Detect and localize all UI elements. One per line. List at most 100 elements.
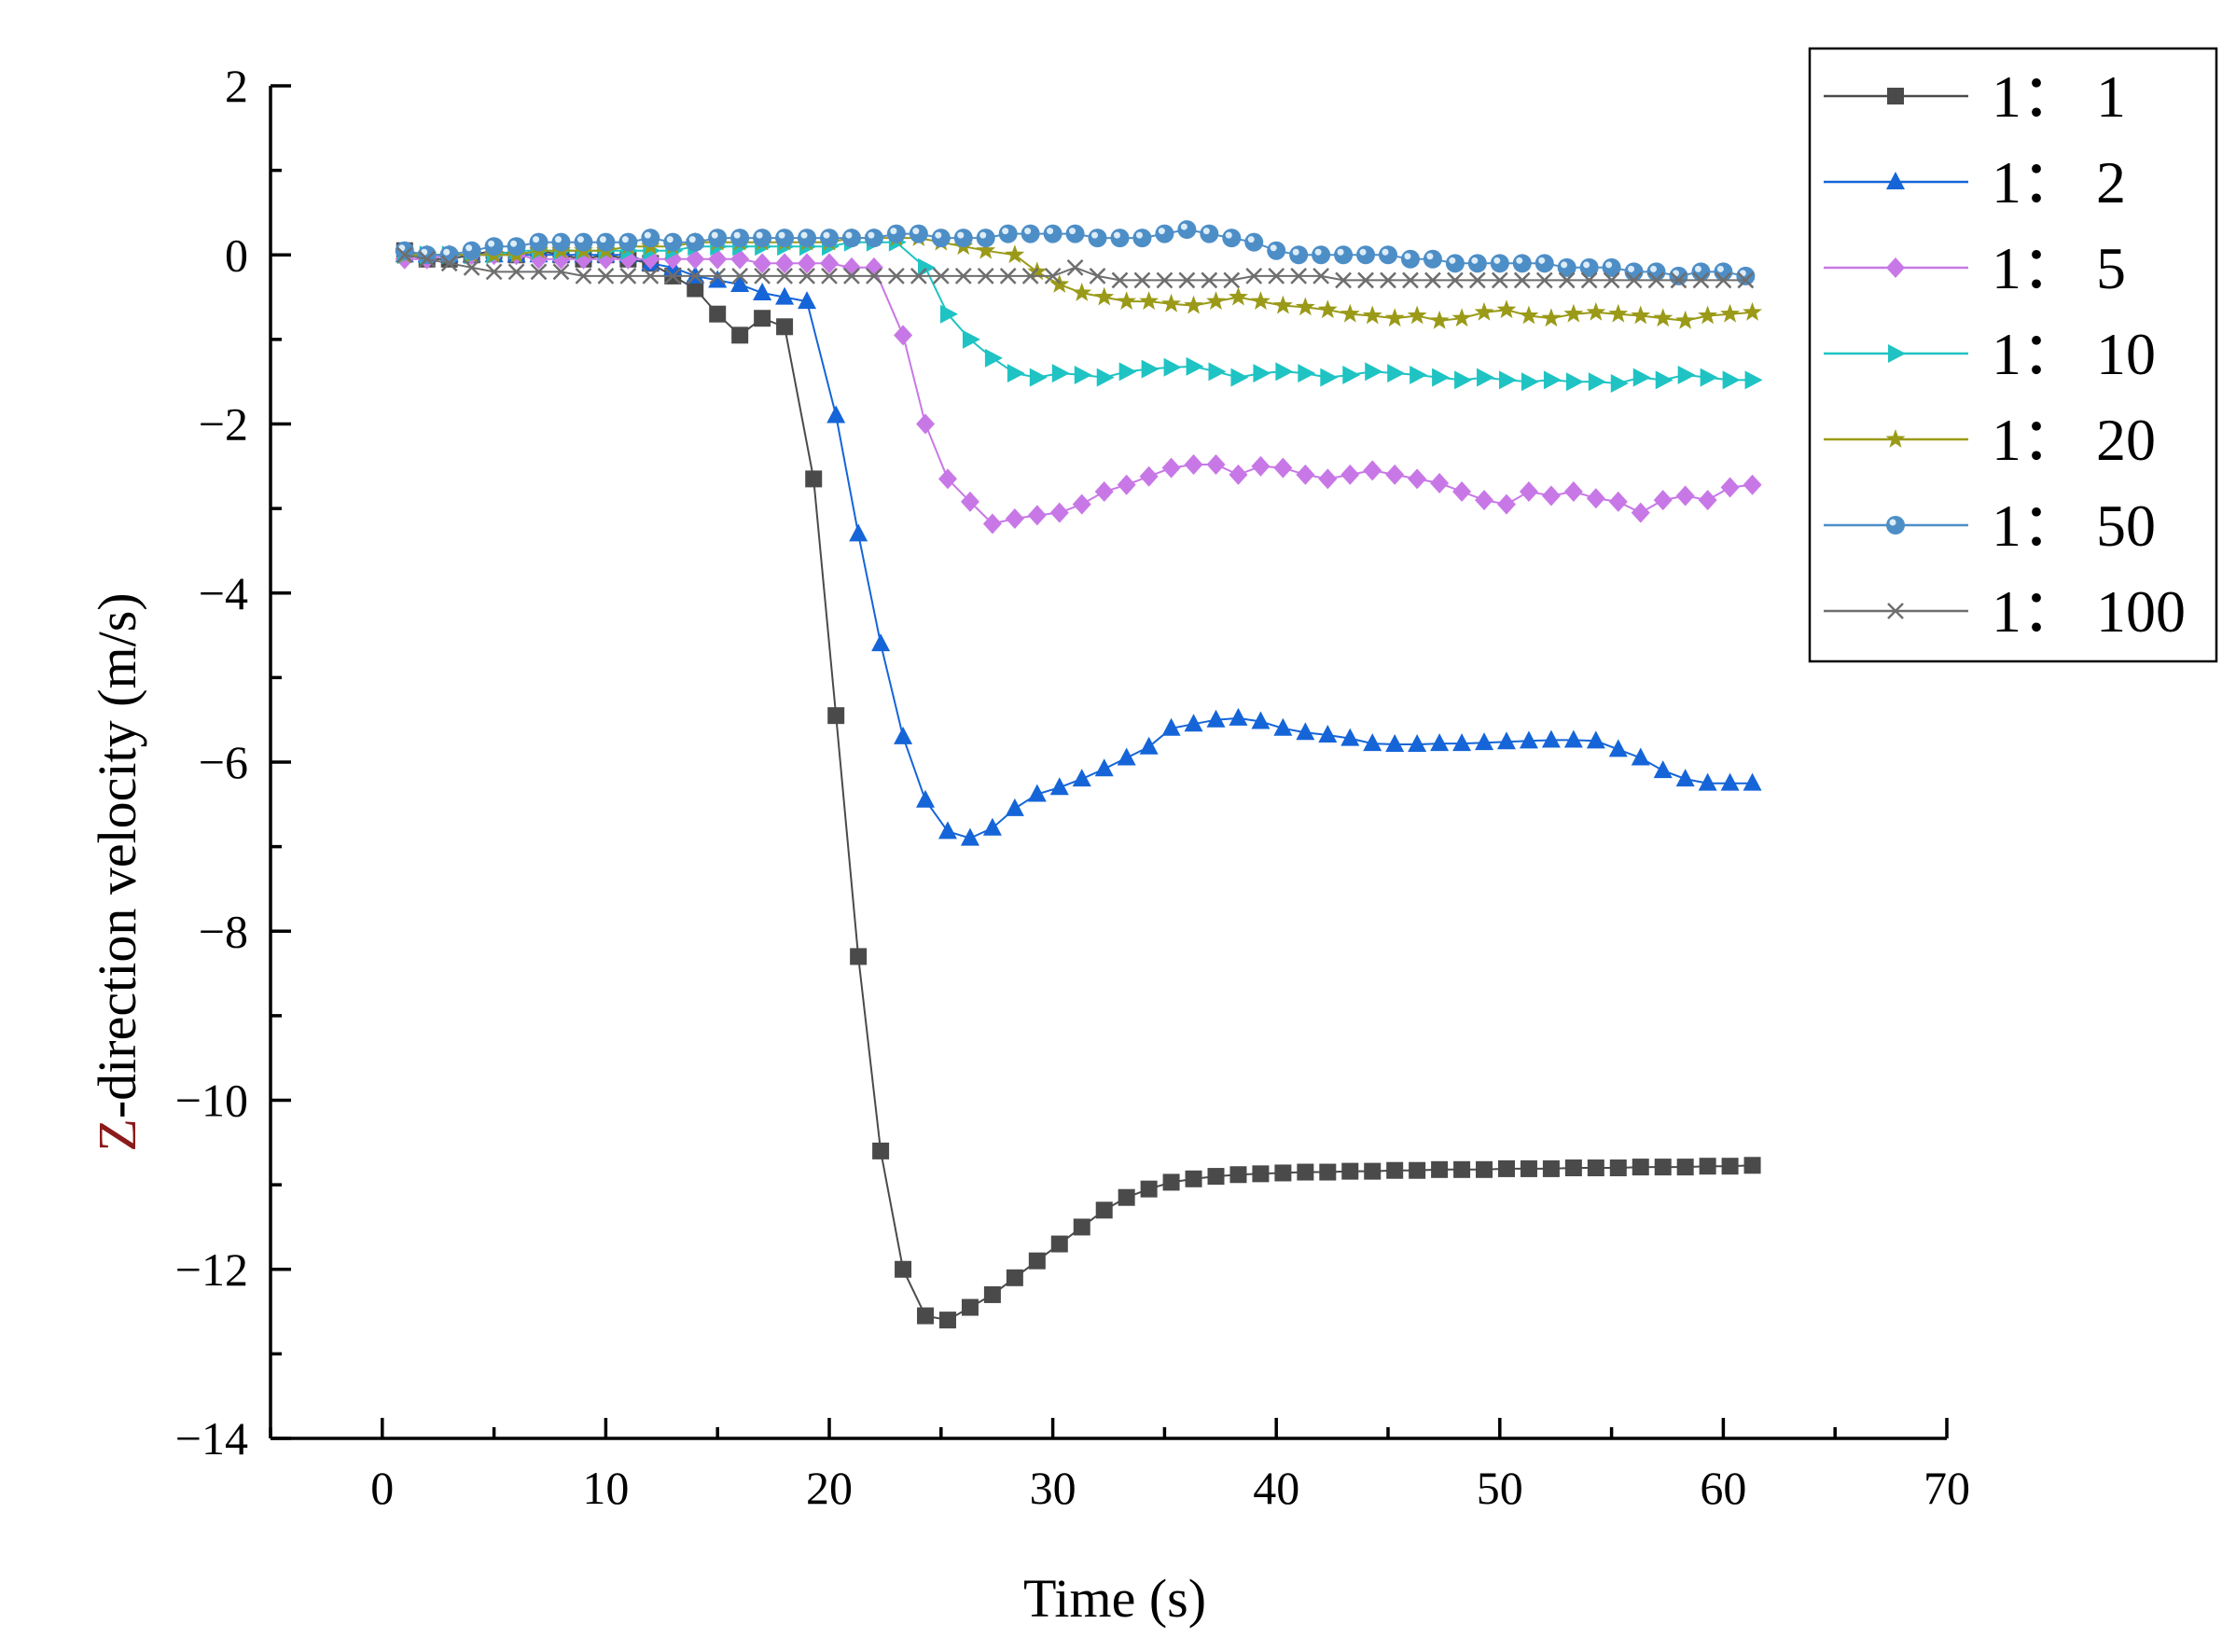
data-point-stroke-b xyxy=(1558,271,1576,289)
data-point-body xyxy=(1400,249,1420,269)
data-point xyxy=(1385,464,1405,485)
data-point xyxy=(1208,362,1227,382)
data-point-body xyxy=(462,241,481,260)
data-point xyxy=(1356,245,1376,265)
data-point xyxy=(1557,257,1576,277)
data-point xyxy=(1161,717,1181,736)
data-point xyxy=(894,325,913,346)
data-point xyxy=(931,229,951,248)
data-point-highlight xyxy=(1650,265,1658,272)
data-point xyxy=(820,229,839,248)
data-point xyxy=(1519,481,1538,502)
data-point-body xyxy=(1646,262,1666,282)
data-point xyxy=(1496,493,1516,515)
data-point-highlight xyxy=(1002,228,1009,235)
data-point-highlight xyxy=(1270,244,1277,252)
data-point xyxy=(709,305,727,323)
data-point-highlight xyxy=(1404,253,1411,260)
legend-entry: 1： 100 xyxy=(1824,578,2186,645)
data-point-highlight xyxy=(488,240,495,247)
data-point-stroke-b xyxy=(485,263,503,281)
data-point xyxy=(663,232,683,252)
data-point xyxy=(1096,368,1115,387)
data-point-stroke-b xyxy=(1468,271,1486,289)
legend-marker-highlight xyxy=(1889,519,1896,526)
y-tick-label: −8 xyxy=(199,905,248,957)
data-point xyxy=(1364,1162,1382,1180)
data-point-highlight xyxy=(800,231,808,239)
data-point xyxy=(887,268,905,285)
data-point xyxy=(1521,372,1539,392)
data-point-stroke-b xyxy=(463,258,480,276)
data-point xyxy=(1653,490,1673,511)
data-point-highlight xyxy=(1583,261,1590,269)
data-point-body xyxy=(1356,245,1376,265)
data-point xyxy=(1110,229,1130,248)
data-point-body xyxy=(1669,266,1688,285)
data-point xyxy=(1317,299,1338,319)
data-point xyxy=(1340,303,1360,323)
data-point xyxy=(1736,266,1756,285)
data-point-body xyxy=(931,229,951,248)
data-point xyxy=(1625,271,1643,289)
data-point-body xyxy=(708,229,728,248)
data-point xyxy=(1229,464,1248,485)
data-point xyxy=(1155,224,1174,243)
data-point xyxy=(798,229,817,248)
data-point-stroke-b xyxy=(1513,271,1531,289)
data-point-body xyxy=(953,229,973,248)
data-point xyxy=(1156,271,1174,289)
legend-marker xyxy=(1886,257,1905,278)
data-point xyxy=(1632,368,1651,387)
data-point xyxy=(1498,370,1517,390)
data-point-stroke-b xyxy=(843,268,860,285)
data-point xyxy=(484,237,504,257)
data-point xyxy=(1251,455,1271,477)
data-point xyxy=(507,263,525,281)
data-point xyxy=(1743,301,1762,321)
legend-marker xyxy=(1885,429,1906,448)
data-point-highlight xyxy=(533,236,540,243)
legend: 1： 1 1： 2 1： 5 1： 10 1： 20 1： 50 1： 100 xyxy=(1808,47,2218,663)
data-point xyxy=(1698,772,1717,791)
data-point xyxy=(1028,1252,1046,1270)
series-2 xyxy=(395,244,1762,846)
data-point-highlight xyxy=(1225,231,1232,239)
data-point-stroke-b xyxy=(821,268,838,285)
data-point xyxy=(1206,709,1226,728)
data-point xyxy=(1452,481,1472,502)
data-point xyxy=(1586,488,1605,509)
data-point-stroke-b xyxy=(1715,271,1732,289)
data-point xyxy=(1021,224,1040,243)
data-point-stroke-b xyxy=(1021,268,1039,285)
data-point xyxy=(1133,271,1151,289)
legend-entry: 1： 1 xyxy=(1824,63,2126,130)
x-tick-label: 50 xyxy=(1477,1462,1523,1514)
data-point-highlight xyxy=(868,231,875,239)
data-point xyxy=(1691,262,1711,282)
data-point-stroke-b xyxy=(1580,271,1598,289)
data-point xyxy=(1744,370,1763,390)
data-point xyxy=(1715,271,1732,289)
data-point xyxy=(1475,732,1494,751)
data-point-stroke-b xyxy=(1625,271,1643,289)
data-point-body xyxy=(753,229,772,248)
data-point xyxy=(1272,295,1293,314)
data-point-highlight xyxy=(1113,231,1120,239)
data-point-body xyxy=(663,232,683,252)
data-point xyxy=(417,245,437,265)
data-point xyxy=(1186,356,1204,376)
data-point xyxy=(1579,257,1599,277)
data-point xyxy=(1207,1168,1225,1186)
data-point xyxy=(1141,359,1160,379)
legend-entry: 1： 50 xyxy=(1824,493,2156,559)
data-point-highlight xyxy=(1202,228,1210,235)
data-point xyxy=(1206,291,1226,310)
data-point-highlight xyxy=(912,228,920,235)
data-point xyxy=(1608,303,1629,323)
data-point xyxy=(894,726,913,744)
data-point-highlight xyxy=(1538,257,1546,264)
data-point-highlight xyxy=(1516,257,1523,264)
data-point-stroke-b xyxy=(1335,271,1352,289)
data-point xyxy=(999,268,1017,285)
